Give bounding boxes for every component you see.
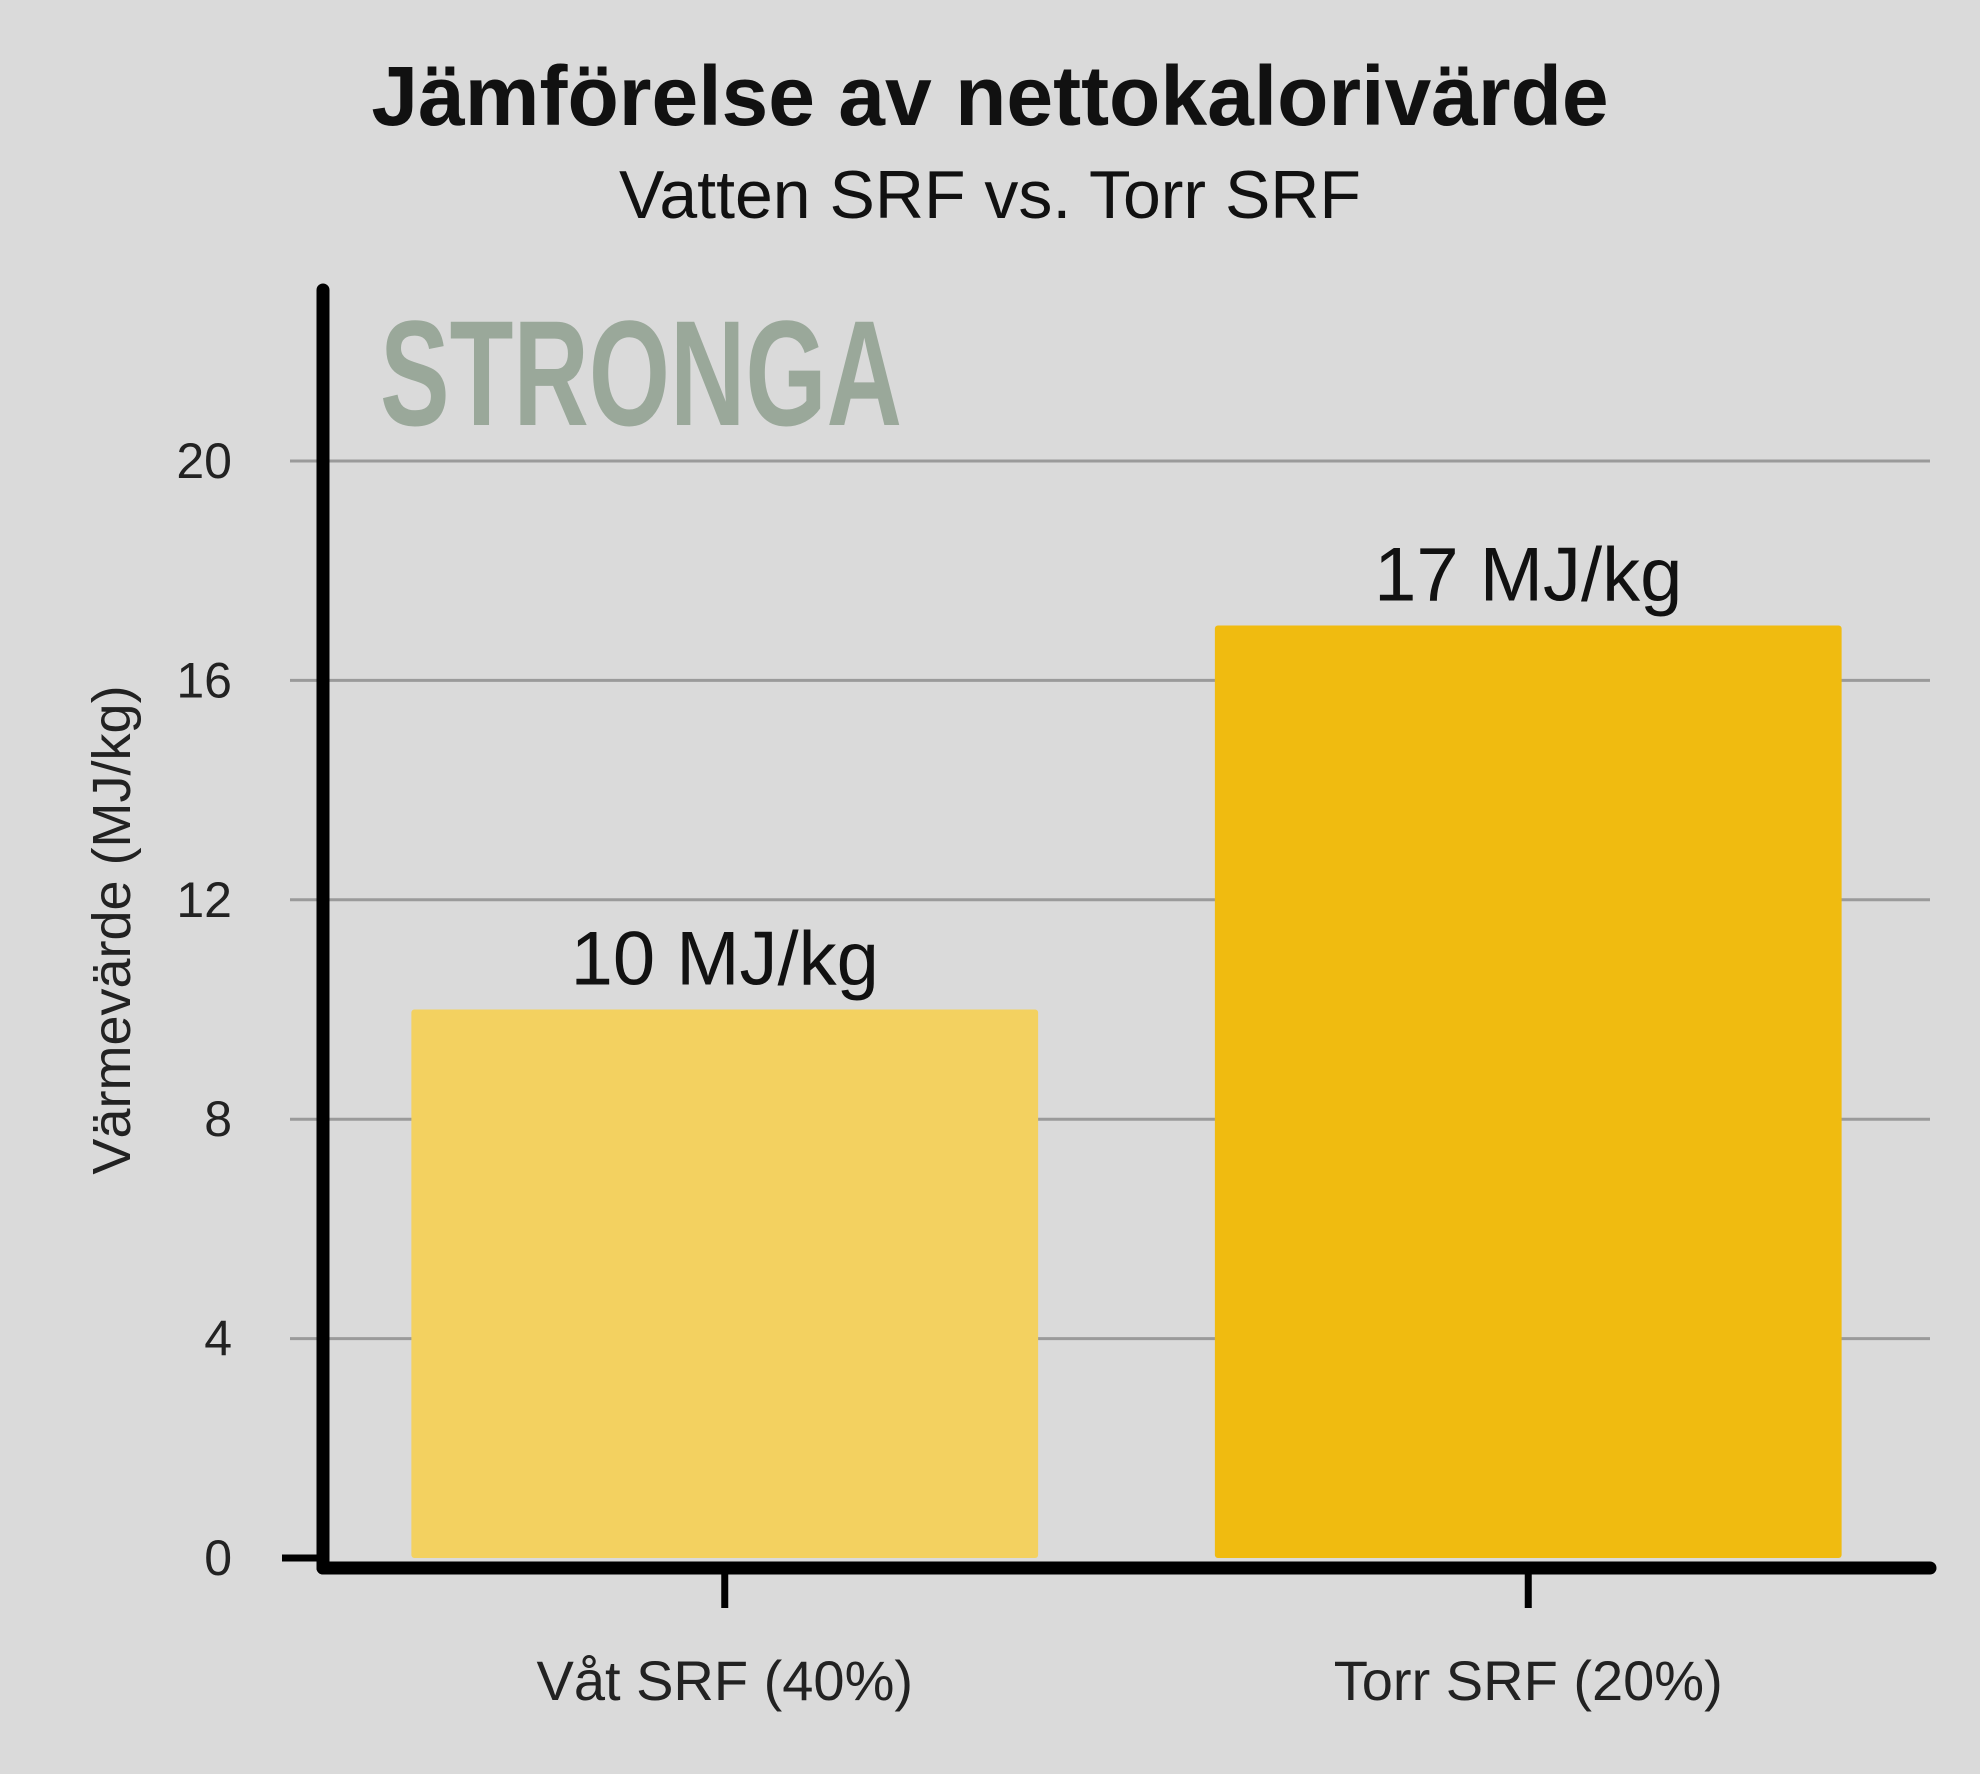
y-tick-label: 0	[204, 1530, 232, 1586]
axes	[282, 283, 1937, 1608]
data-label: 10 MJ/kg	[571, 917, 879, 1002]
chart-title: Jämförelse av nettokalorivärde	[371, 49, 1608, 143]
data-label: 17 MJ/kg	[1374, 533, 1682, 618]
y-tick-label: 12	[176, 872, 232, 928]
y-axis-label: Värmevärde (MJ/kg)	[82, 685, 142, 1174]
watermark-logo: STRONGA	[380, 289, 902, 457]
x-tick-label: Torr SRF (20%)	[1334, 1649, 1723, 1712]
y-tick-label: 8	[204, 1091, 232, 1147]
y-tick-label: 20	[176, 433, 232, 489]
bars: 10 MJ/kg 17 MJ/kg	[411, 533, 1842, 1558]
chart-subtitle: Vatten SRF vs. Torr SRF	[619, 157, 1361, 233]
bar	[1214, 625, 1842, 1558]
y-tick-label: 16	[176, 652, 232, 708]
tick-labels: 0 4 8 12 16 20 Våt SRF (40%) Torr SRF (20%)	[176, 433, 1722, 1712]
y-tick-label: 4	[204, 1311, 232, 1367]
bar	[411, 1009, 1039, 1558]
x-tick-label: Våt SRF (40%)	[536, 1649, 913, 1712]
